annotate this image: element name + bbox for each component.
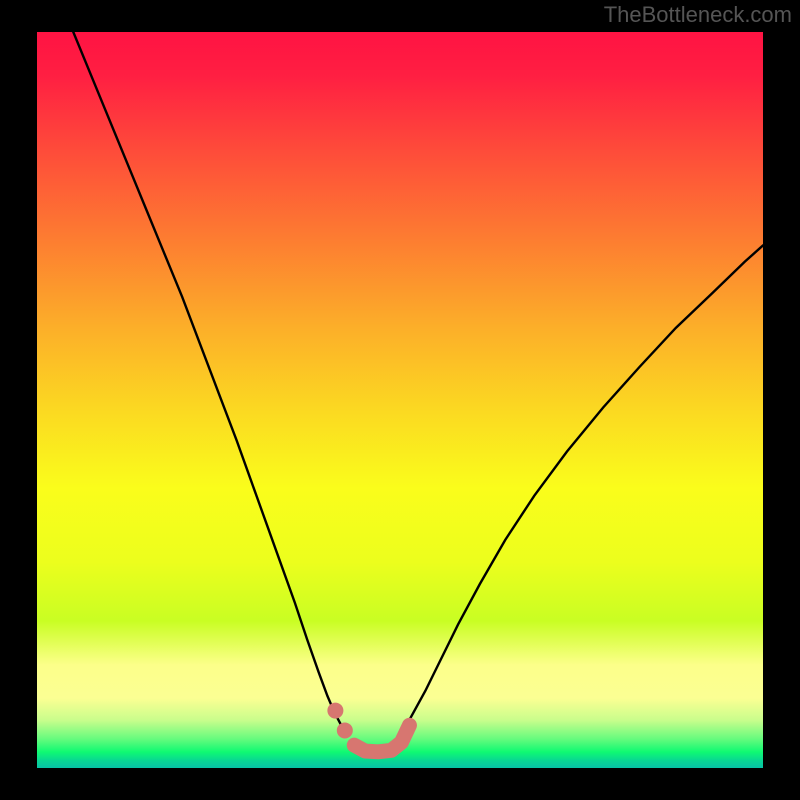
watermark-text: TheBottleneck.com <box>604 2 792 28</box>
gradient-background <box>37 32 763 768</box>
chart-frame: TheBottleneck.com <box>0 0 800 800</box>
chart-svg <box>37 32 763 768</box>
plot-area <box>37 32 763 768</box>
bottom-dot-0 <box>327 703 343 719</box>
bottom-dot-1 <box>337 722 353 738</box>
